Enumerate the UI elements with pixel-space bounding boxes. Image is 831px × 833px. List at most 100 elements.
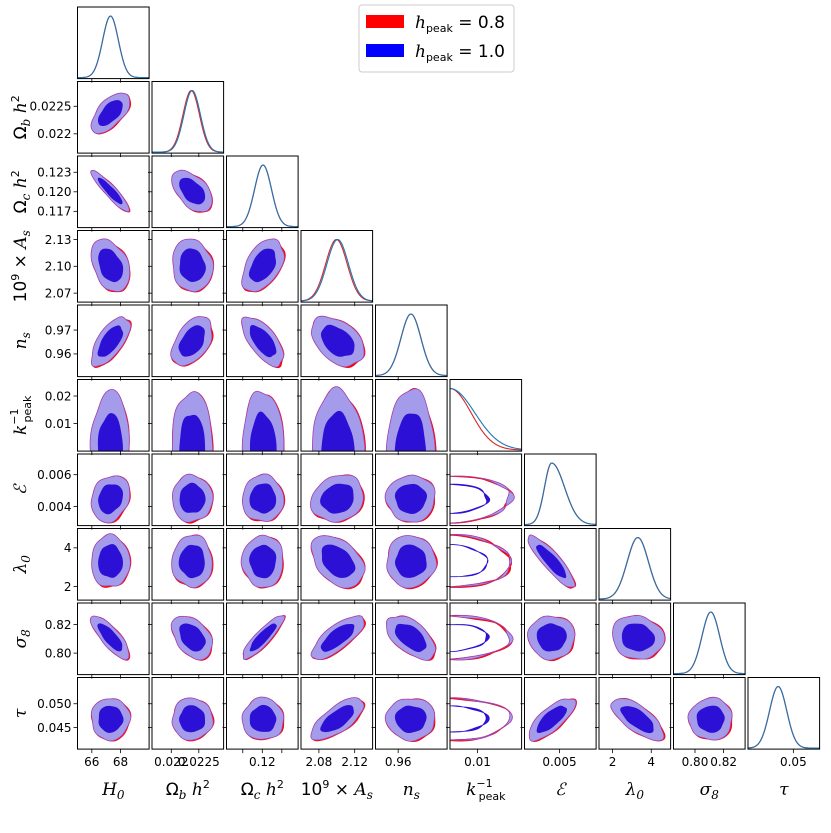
cell-tau-lam0-inner-h10 <box>620 706 654 734</box>
cell-eps-kpeak-frame <box>449 453 523 527</box>
cell-lam0-as-frame <box>300 528 374 601</box>
y-tick-label-omc: 0.117 <box>37 205 71 219</box>
cell-kpeak-ns-frame <box>375 379 448 452</box>
cell-lam0-kpeak-frame <box>449 528 523 601</box>
cell-tau-ns-frame <box>375 677 448 750</box>
cell-omc-omb-inner-h10 <box>179 177 206 205</box>
marginal-line-h0-h10 <box>77 15 150 79</box>
cell-eps-omc-inner-h10 <box>249 483 277 514</box>
diag-frame-s8 <box>673 602 746 676</box>
cell-eps-omb-inner-h10 <box>179 482 206 513</box>
legend-label-h08: hpeak = 0.8 <box>415 13 505 35</box>
y-axis-label-omb: Ωb h2 <box>9 95 33 139</box>
cell-ns-h0-inner-h10 <box>97 325 124 357</box>
cell-tau-lam0-frame <box>598 677 672 750</box>
cell-ns-h0-frame <box>77 304 150 378</box>
y-tick-label-kpeak: 0.01 <box>45 417 72 431</box>
cell-s8-ns-frame <box>375 602 448 676</box>
diag-panel-eps <box>524 454 597 526</box>
cell-omc-h0-inner-h10 <box>97 177 123 205</box>
x-axis-label-s8: σ8 <box>700 780 720 802</box>
cell-eps-h0-frame <box>77 453 150 527</box>
x-tick-label-s8: 0.82 <box>710 755 737 769</box>
x-tick-label-as: 2.08 <box>306 755 333 769</box>
diag-panel-kpeak <box>450 379 522 452</box>
marginal-line-omb-h10 <box>152 89 224 153</box>
cell-s8-eps-inner-h10 <box>536 623 567 652</box>
legend-swatch-h08 <box>366 15 404 28</box>
cell-tau-omb-frame <box>151 677 225 750</box>
cell-eps-h0-inner-h10 <box>98 484 123 515</box>
cell-lam0-omb-inner-h10 <box>178 544 205 579</box>
y-axis-label-ns: ns <box>11 332 33 349</box>
cell-lam0-h0-frame <box>77 528 150 601</box>
x-axis-label-omc: Ωc h2 <box>241 778 284 802</box>
cell-kpeak-omc-inner-h10 <box>249 411 277 452</box>
cell-lam0-eps-frame <box>524 528 597 601</box>
x-axis-label-tau: τ <box>779 780 789 800</box>
y-axis-label-s8: σ8 <box>11 629 33 649</box>
cell-s8-lam0-inner-h10 <box>621 623 656 652</box>
x-axis-label-eps: ℰ <box>555 780 567 800</box>
y-axis-label-tau: τ <box>11 708 31 718</box>
y-tick-label-ns: 0.96 <box>45 347 72 361</box>
cell-s8-as-frame <box>300 602 374 676</box>
cell-ns-omc-inner-h10 <box>249 325 277 358</box>
x-axis-label-h0: H0 <box>101 780 125 802</box>
x-tick-label-h0: 66 <box>84 755 99 769</box>
cell-lam0-kpeak-outer-h10 <box>450 533 513 588</box>
cell-lam0-h0-inner-h10 <box>98 544 123 578</box>
diag-frame-kpeak <box>449 379 523 452</box>
cell-s8-kpeak-frame <box>449 602 523 676</box>
x-tick-label-omc: 0.12 <box>249 755 276 769</box>
y-tick-label-eps: 0.006 <box>37 468 71 482</box>
legend-swatch-h10 <box>366 44 404 57</box>
cell-tau-eps-inner-h10 <box>536 705 567 733</box>
diag-panel-tau <box>748 677 820 750</box>
cell-eps-ns-frame <box>375 453 448 527</box>
cell-tau-omc-inner-h10 <box>249 704 277 732</box>
cell-omb-h0-inner-h10 <box>97 100 123 127</box>
cell-tau-ns-inner-h10 <box>394 705 427 734</box>
cell-tau-h0-frame <box>77 677 150 750</box>
cell-lam0-omb-frame <box>151 528 225 601</box>
legend-label-h10: hpeak = 1.0 <box>415 42 505 64</box>
cell-tau-omb-inner-h10 <box>179 705 206 733</box>
y-tick-label-s8: 0.80 <box>45 646 72 660</box>
y-tick-label-ns: 0.97 <box>45 323 72 337</box>
cell-as-h0-inner-h10 <box>98 248 124 283</box>
diag-panel-h0 <box>77 7 150 79</box>
x-tick-label-ns: 0.96 <box>385 755 412 769</box>
y-axis-label-eps: ℰ <box>11 483 31 495</box>
y-axis-label-lam0: λ0 <box>11 555 33 575</box>
cell-tau-kpeak-frame <box>449 677 523 750</box>
cell-eps-as-inner-h10 <box>320 483 354 514</box>
cell-tau-as-inner-h10 <box>320 705 354 733</box>
diag-panel-omc <box>226 156 299 228</box>
cell-s8-ns-inner-h10 <box>394 623 427 653</box>
x-tick-label-omb: 0.022 <box>154 755 188 769</box>
cell-tau-as-frame <box>300 677 374 750</box>
cell-ns-omb-frame <box>151 304 225 378</box>
marginal-line-tau-h10 <box>748 685 820 749</box>
x-tick-label-lam0: 4 <box>647 755 655 769</box>
x-tick-label-kpeak: 0.01 <box>464 755 491 769</box>
y-tick-label-lam0: 4 <box>64 541 72 555</box>
y-tick-label-kpeak: 0.02 <box>45 389 72 403</box>
diag-frame-omb <box>151 81 225 154</box>
cell-lam0-ns-frame <box>375 528 448 601</box>
cell-kpeak-h0-frame <box>77 379 150 452</box>
marginal-line-s8-h10 <box>673 611 746 675</box>
y-axis-label-omc: Ωc h2 <box>9 170 33 213</box>
cell-tau-h0-inner-h10 <box>98 705 124 733</box>
legend: hpeak = 0.8 hpeak = 1.0 <box>358 4 515 73</box>
cell-kpeak-h0-inner-h10 <box>97 413 123 452</box>
y-tick-label-omb: 0.022 <box>37 127 71 141</box>
marginal-line-lam0-h10 <box>599 536 671 600</box>
x-tick-label-lam0: 2 <box>609 755 617 769</box>
cell-kpeak-omb-inner-h10 <box>179 414 206 452</box>
cell-s8-omb-frame <box>151 602 225 676</box>
y-tick-label-s8: 0.82 <box>45 618 72 632</box>
cell-tau-kpeak-outer-h10 <box>450 697 513 741</box>
y-tick-label-omc: 0.120 <box>37 185 71 199</box>
